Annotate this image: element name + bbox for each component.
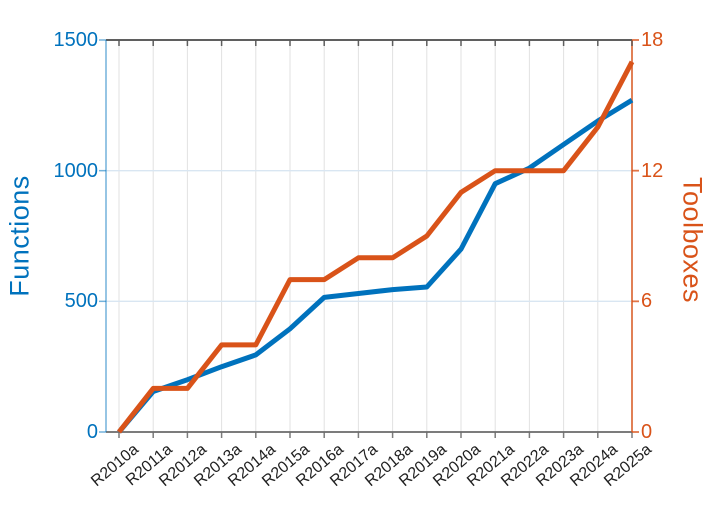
right-y-tick-label: 6	[641, 290, 653, 313]
series-toolboxes-line	[117, 60, 635, 434]
left-y-tick-label: 0	[86, 421, 98, 443]
series-functions-line	[117, 97, 634, 434]
right-y-tick-label: 18	[641, 29, 664, 51]
right-y-tick-label: 12	[641, 159, 664, 182]
left-y-tick-label: 1500	[53, 29, 99, 51]
right-axis-title: Toolboxes	[677, 176, 708, 304]
left-y-tick-label: 500	[64, 290, 98, 313]
left-y-tick-label: 1000	[53, 159, 99, 182]
left-axis-title: Functions	[4, 175, 35, 297]
right-y-tick-label: 0	[641, 421, 653, 443]
